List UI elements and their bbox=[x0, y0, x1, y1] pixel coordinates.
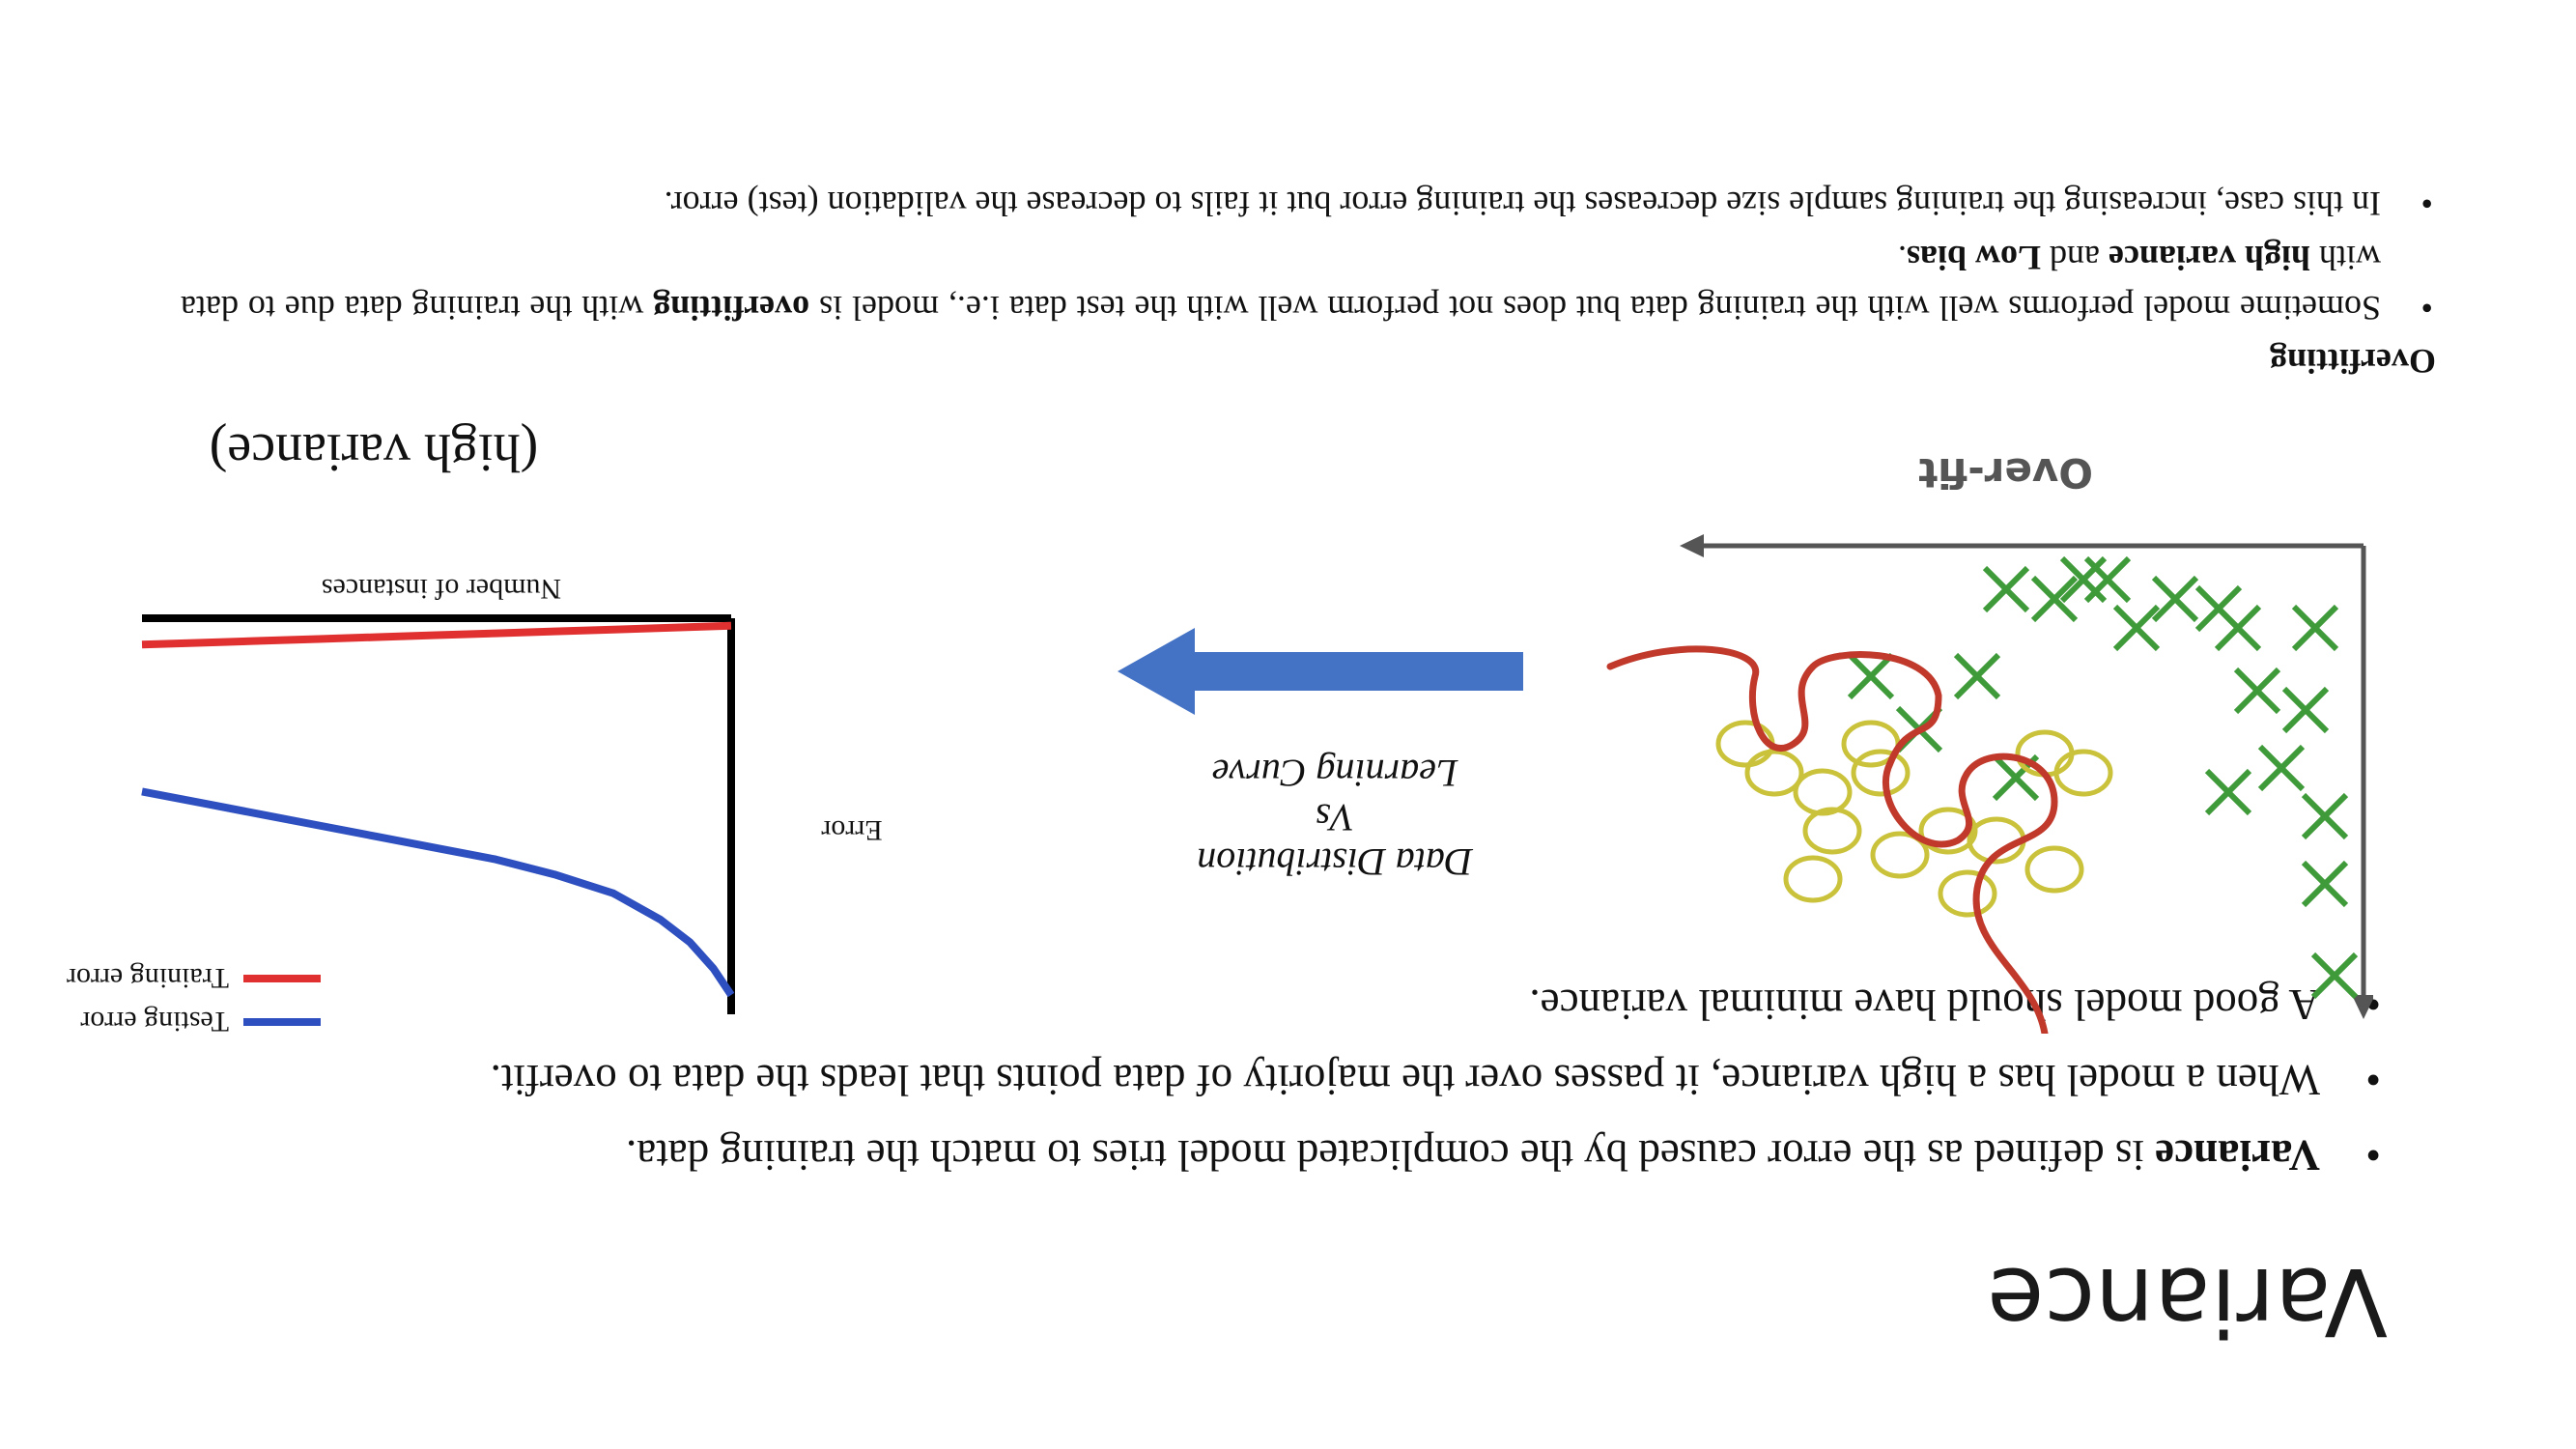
chart-y-axis-label: Error bbox=[821, 814, 882, 846]
legend-training-label: Training error bbox=[67, 962, 229, 994]
low-bias-term: Low bias bbox=[1906, 239, 2041, 277]
circle-marker bbox=[1793, 768, 1853, 816]
cross-marker bbox=[2194, 584, 2243, 633]
overfit-decision-boundary bbox=[1606, 645, 2058, 1034]
chart-series-group bbox=[141, 621, 735, 998]
cross-marker bbox=[1953, 652, 2001, 700]
overfitting-bullet-list: Sometime model performs well with the tr… bbox=[181, 175, 2441, 333]
legend-testing-label: Testing error bbox=[80, 1006, 229, 1037]
y-axis-arrowhead bbox=[2352, 995, 2373, 1019]
overfitting-text-d: . bbox=[1897, 239, 1907, 277]
cross-marker bbox=[2030, 575, 2079, 623]
comparison-caption: Data Distribution Vs Learning Curve bbox=[1151, 751, 1518, 884]
cross-marker bbox=[2112, 604, 2161, 652]
cross-marker bbox=[2257, 744, 2306, 792]
cross-marker bbox=[2204, 768, 2252, 816]
overfitting-bullet-1: Sometime model performs well with the tr… bbox=[181, 233, 2441, 333]
cross-marker bbox=[2059, 555, 2108, 604]
circle-marker bbox=[1783, 855, 1843, 903]
circle-marker bbox=[2053, 749, 2113, 797]
variance-definition-text: is defined as the error caused by the co… bbox=[625, 1131, 2156, 1179]
circle-marker bbox=[1938, 869, 1997, 918]
slide-title: Variance bbox=[1987, 1247, 2388, 1355]
cross-marker bbox=[2233, 667, 2281, 715]
right-arrow-icon bbox=[1118, 628, 1523, 715]
high-variance-term: high variance bbox=[2108, 239, 2310, 277]
cross-markers bbox=[1847, 555, 2359, 1000]
training-error-line bbox=[141, 621, 732, 649]
overfitting-bullet-2: In this case, increasing the training sa… bbox=[181, 179, 2441, 229]
caption-line-3: Learning Curve bbox=[1211, 752, 1458, 795]
chart-title: (high variance) bbox=[209, 422, 539, 482]
chart-legend: Testing error Training error bbox=[67, 962, 321, 1037]
variance-bullet-definition: Variance is defined as the error caused … bbox=[171, 1118, 2392, 1193]
cross-marker bbox=[2281, 686, 2330, 734]
cross-marker bbox=[2301, 860, 2349, 908]
testing-error-line bbox=[141, 787, 735, 998]
learning-curve-chart: Error Number of instances Testing error … bbox=[67, 573, 883, 1037]
cross-marker bbox=[2083, 555, 2132, 604]
caption-line-2: Vs bbox=[1316, 796, 1354, 839]
circle-marker bbox=[1870, 831, 1930, 879]
cross-marker bbox=[2301, 792, 2349, 840]
variance-term: Variance bbox=[2155, 1131, 2320, 1179]
overfit-diagram: Over-fit bbox=[1606, 449, 2373, 1034]
cross-marker bbox=[1847, 652, 1895, 700]
circle-marker bbox=[2024, 845, 2084, 894]
overfitting-term: overfitting bbox=[653, 289, 810, 327]
overfitting-heading: Overfitting bbox=[2270, 342, 2436, 381]
overfit-label: Over-fit bbox=[1918, 449, 2093, 497]
chart-x-axis-label: Number of instances bbox=[322, 573, 561, 605]
overfit-axes bbox=[1680, 534, 2373, 1019]
circle-marker bbox=[1918, 807, 1978, 855]
circle-marker bbox=[1744, 749, 1804, 797]
circle-marker bbox=[2015, 729, 2075, 778]
overfitting-text-c: and bbox=[2040, 239, 2109, 277]
cross-marker bbox=[2310, 952, 2359, 1000]
cross-marker bbox=[1982, 565, 2030, 613]
x-axis-arrowhead bbox=[1680, 534, 1704, 557]
circle-marker bbox=[1851, 749, 1911, 797]
circle-marker bbox=[1802, 807, 1862, 855]
cross-marker bbox=[2151, 575, 2199, 623]
overfitting-text-a: Sometime model performs well with the tr… bbox=[809, 289, 2381, 327]
cross-marker bbox=[2291, 604, 2339, 652]
caption-line-1: Data Distribution bbox=[1197, 840, 1473, 884]
